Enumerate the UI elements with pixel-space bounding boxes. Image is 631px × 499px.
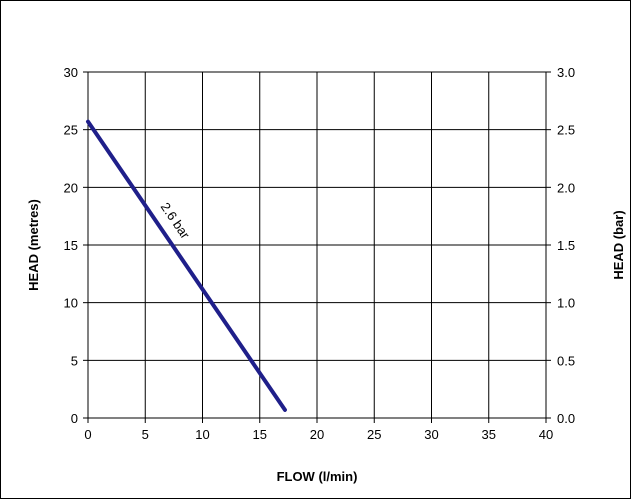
y-axis-title: HEAD (metres) [26,199,41,291]
y2-tick-label: 1.5 [557,238,575,253]
x-tick-label: 0 [84,427,91,442]
grid-lines [87,71,547,419]
x-tick-label: 10 [195,427,209,442]
y2-tick-label: 0.0 [557,411,575,426]
axes [83,71,551,423]
series-group [86,119,287,412]
x-axis-title: FLOW (l/min) [277,469,358,484]
y-tick-label: 15 [64,238,78,253]
y2-tick-labels: 0.0 0.5 1.0 1.5 2.0 2.5 3.0 [557,65,575,426]
x-tick-label: 15 [253,427,267,442]
y-tick-label: 5 [71,353,78,368]
x-tick-label: 5 [142,427,149,442]
series-line [86,119,287,412]
x-tick-label: 40 [539,427,553,442]
y-tick-label: 25 [64,123,78,138]
x-tick-label: 30 [424,427,438,442]
y-tick-label: 20 [64,180,78,195]
series-annotation: 2.6 bar [158,200,194,242]
plot-border [87,71,547,419]
x-tick-label: 35 [482,427,496,442]
y-tick-label: 10 [64,296,78,311]
y2-tick-label: 2.5 [557,123,575,138]
y-tick-label: 30 [64,65,78,80]
x-tick-label: 25 [367,427,381,442]
y2-tick-label: 2.0 [557,180,575,195]
y2-tick-label: 3.0 [557,65,575,80]
x-tick-label: 20 [310,427,324,442]
y2-tick-label: 0.5 [557,353,575,368]
x-tick-labels: 0 5 10 15 20 25 30 35 40 [84,427,553,442]
y2-axis-title: HEAD (bar) [611,210,626,279]
y2-tick-label: 1.0 [557,296,575,311]
y-tick-labels: 0 5 10 15 20 25 30 [64,65,78,426]
y-tick-label: 0 [71,411,78,426]
